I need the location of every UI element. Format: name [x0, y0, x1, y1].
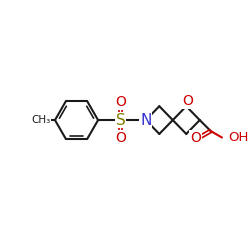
Text: O: O [182, 94, 193, 108]
Text: O: O [115, 131, 126, 145]
Text: S: S [116, 112, 125, 128]
Text: N: N [140, 112, 151, 128]
Text: O: O [190, 130, 201, 144]
Text: O: O [115, 96, 126, 110]
Text: CH₃: CH₃ [32, 115, 51, 125]
Text: OH: OH [228, 131, 248, 144]
